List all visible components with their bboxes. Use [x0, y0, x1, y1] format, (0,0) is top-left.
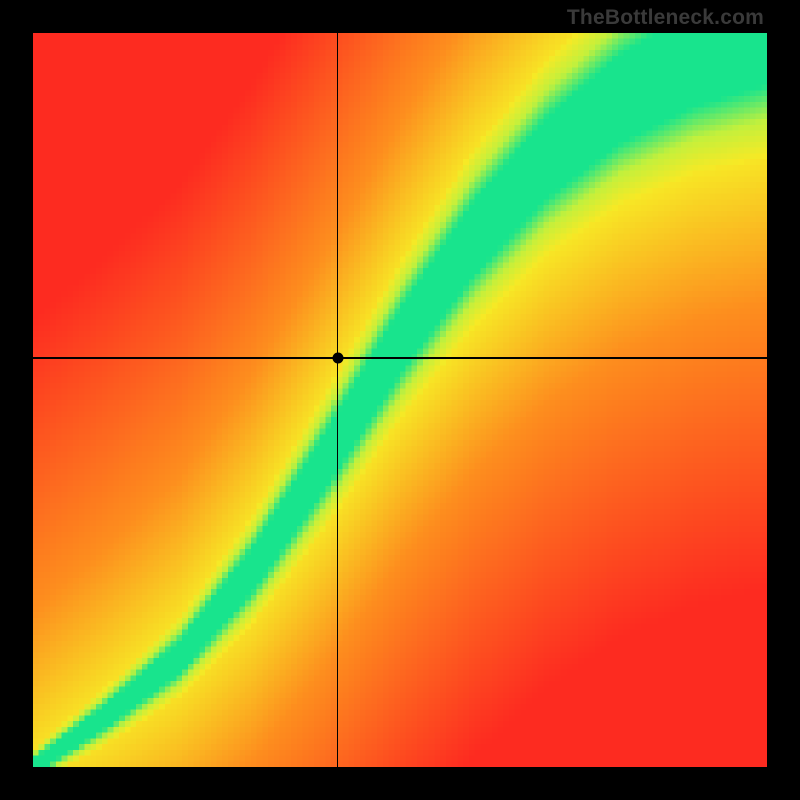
watermark-text: TheBottleneck.com	[567, 6, 764, 30]
crosshair-vertical	[337, 33, 339, 767]
heatmap-canvas	[33, 33, 767, 767]
heatmap-plot	[33, 33, 767, 767]
crosshair-horizontal	[33, 357, 767, 359]
bottleneck-marker-dot	[332, 353, 343, 364]
